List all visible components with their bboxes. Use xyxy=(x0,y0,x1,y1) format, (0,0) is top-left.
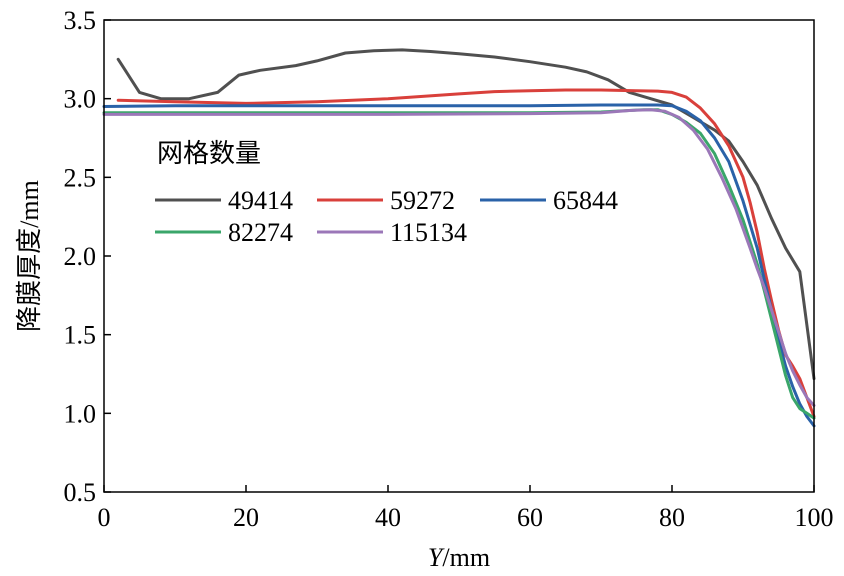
legend-title: 网格数量 xyxy=(157,139,261,169)
legend-label-65844: 65844 xyxy=(553,186,618,215)
x-tick-label: 40 xyxy=(375,503,401,532)
y-tick-label: 1.5 xyxy=(64,321,97,350)
plot-area xyxy=(102,48,816,428)
x-axis-variable: Y xyxy=(428,543,445,572)
legend-label-82274: 82274 xyxy=(228,218,293,247)
y-tick-label: 3.5 xyxy=(64,6,97,35)
y-tick-label: 1.0 xyxy=(64,399,97,428)
series-line-49414 xyxy=(116,48,816,381)
y-tick-label: 2.0 xyxy=(64,242,97,271)
x-tick-label: 100 xyxy=(795,503,834,532)
x-tick-label: 60 xyxy=(517,503,543,532)
y-tick-label: 2.5 xyxy=(64,163,97,192)
x-axis-unit: /mm xyxy=(442,543,490,572)
legend: 网格数量 49414 59272 65844 82274 115134 xyxy=(155,139,618,247)
legend-label-59272: 59272 xyxy=(390,186,455,215)
x-axis-title: Y/mm xyxy=(428,543,490,572)
x-tick-label: 80 xyxy=(659,503,685,532)
legend-label-49414: 49414 xyxy=(228,186,293,215)
legend-label-115134: 115134 xyxy=(390,218,467,247)
y-axis-title: 降膜厚度/mm xyxy=(15,180,44,332)
x-tick-label: 20 xyxy=(233,503,259,532)
series-line-65844 xyxy=(102,103,816,428)
y-tick-label: 0.5 xyxy=(64,478,97,507)
y-tick-label: 3.0 xyxy=(64,85,97,114)
axes: 0 20 40 60 80 100 0.5 1.0 1.5 2.0 2.5 3.0 3.5 xyxy=(64,6,834,532)
series-line-115134 xyxy=(102,108,816,407)
x-tick-label: 0 xyxy=(98,503,111,532)
plot-frame xyxy=(103,19,815,493)
